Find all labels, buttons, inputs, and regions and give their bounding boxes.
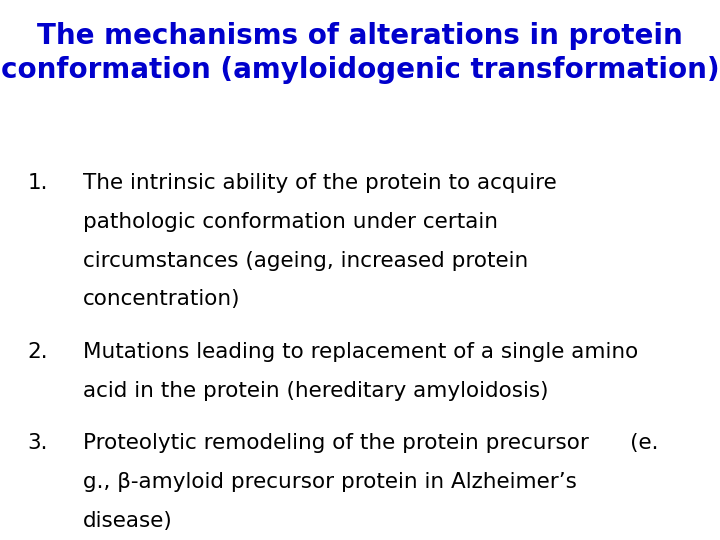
Text: 2.: 2. — [27, 342, 48, 362]
Text: The intrinsic ability of the protein to acquire: The intrinsic ability of the protein to … — [83, 173, 557, 193]
Text: concentration): concentration) — [83, 289, 240, 309]
Text: disease): disease) — [83, 511, 173, 531]
Text: Proteolytic remodeling of the protein precursor      (e.: Proteolytic remodeling of the protein pr… — [83, 433, 658, 453]
Text: The mechanisms of alterations in protein
conformation (amyloidogenic transformat: The mechanisms of alterations in protein… — [1, 22, 719, 84]
Text: 3.: 3. — [27, 433, 48, 453]
Text: Mutations leading to replacement of a single amino: Mutations leading to replacement of a si… — [83, 342, 638, 362]
Text: pathologic conformation under certain: pathologic conformation under certain — [83, 212, 498, 232]
Text: circumstances (ageing, increased protein: circumstances (ageing, increased protein — [83, 251, 528, 271]
Text: g., β-amyloid precursor protein in Alzheimer’s: g., β-amyloid precursor protein in Alzhe… — [83, 472, 577, 492]
Text: 1.: 1. — [27, 173, 48, 193]
Text: acid in the protein (hereditary amyloidosis): acid in the protein (hereditary amyloido… — [83, 381, 549, 401]
